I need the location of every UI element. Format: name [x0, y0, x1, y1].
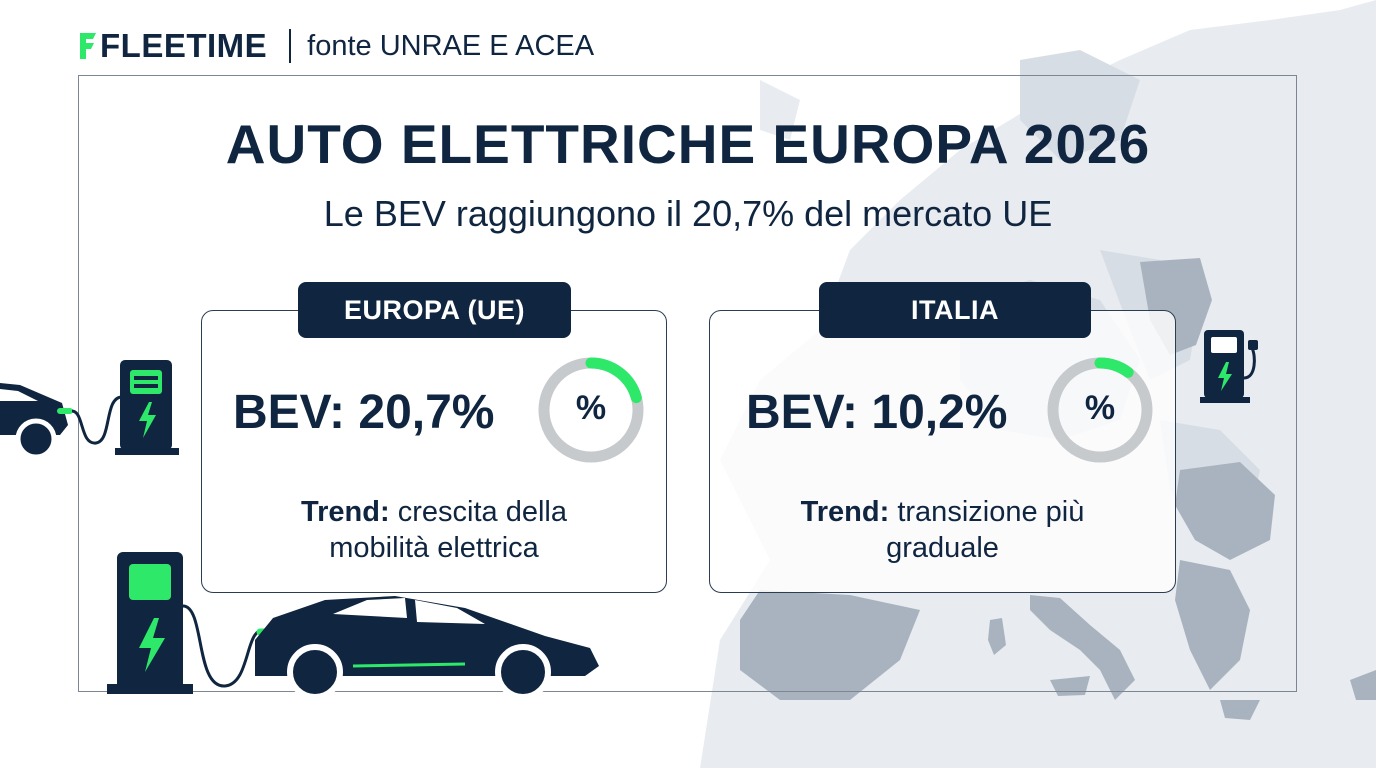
charging-station-right-icon — [1200, 330, 1258, 403]
bolt-icon — [1218, 362, 1232, 391]
card-europe-trend-text-2: mobilità elettrica — [329, 532, 539, 564]
brand-header: FLEETIME fonte UNRAE E ACEA — [78, 26, 594, 66]
card-europe-bev-value: BEV: 20,7% — [233, 386, 495, 439]
page-title: AUTO ELETTRICHE EUROPA 2026 — [225, 113, 1151, 175]
content-frame — [78, 75, 1297, 692]
card-europe-trend: Trend: crescita della mobilità elettrica — [201, 494, 667, 566]
card-italy-trend-text-2: graduale — [886, 532, 999, 564]
card-europe-donut — [538, 357, 644, 463]
card-europe-donut-label: % — [575, 389, 607, 427]
card-europe-tag: EUROPA (UE) — [298, 282, 571, 338]
card-italy-tag: ITALIA — [819, 282, 1091, 338]
card-europe-donut-arc — [538, 357, 644, 463]
card-italy-trend-label: Trend: — [800, 496, 890, 528]
card-italy-donut — [1047, 357, 1153, 463]
card-italy-donut-arc — [1047, 357, 1153, 463]
page-subtitle: Le BEV raggiungono il 20,7% del mercato … — [323, 193, 1053, 234]
card-italy-trend-text-1: transizione più — [897, 496, 1085, 528]
card-europe-trend-label: Trend: — [301, 496, 390, 528]
bolt-icon — [139, 402, 156, 438]
electric-car-large-icon — [107, 552, 599, 698]
card-europe-trend-text-1: crescita della — [397, 496, 567, 528]
source-label: fonte UNRAE E ACEA — [307, 29, 595, 62]
bolt-icon — [139, 618, 165, 672]
card-italy-donut-label: % — [1084, 389, 1116, 427]
card-italy-trend: Trend: transizione più graduale — [709, 494, 1176, 566]
card-italy-bev-value: BEV: 10,2% — [746, 386, 1008, 439]
brand-logo-text: FLEETIME — [100, 27, 268, 64]
electric-car-small-icon — [0, 360, 179, 460]
fleetime-logo-icon — [80, 33, 96, 59]
brand-divider — [289, 29, 292, 63]
